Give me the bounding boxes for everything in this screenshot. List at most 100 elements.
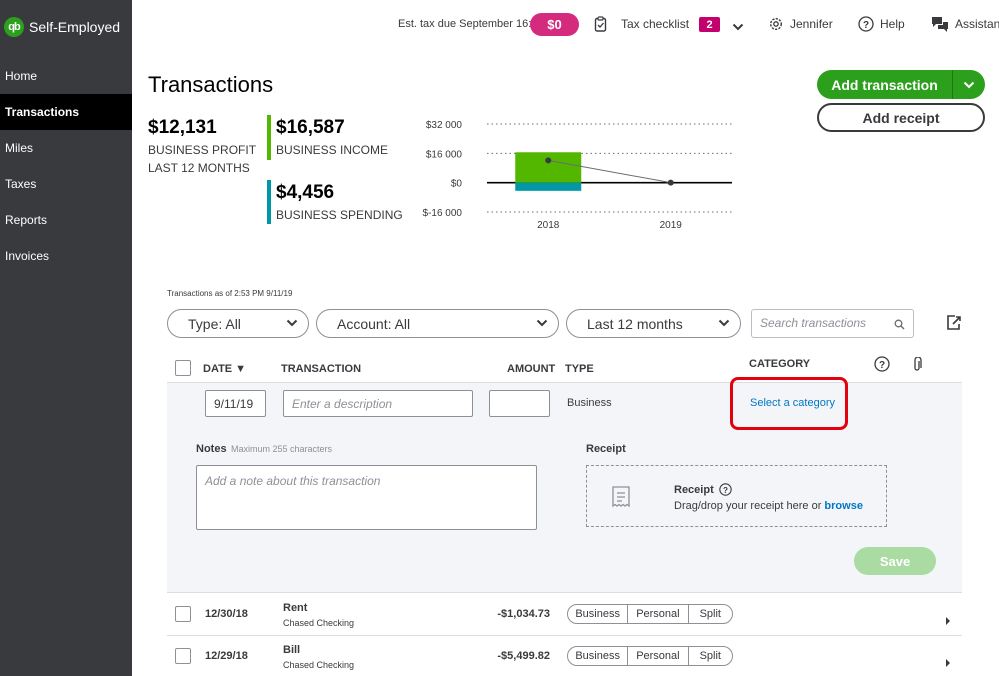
row-account: Chased Checking — [283, 660, 355, 670]
chart-ytick-label: $-16 000 — [423, 208, 463, 219]
svg-text:?: ? — [723, 486, 728, 495]
help-icon[interactable]: ? — [874, 356, 890, 377]
receipt-icon — [612, 486, 630, 508]
sidebar-item-home[interactable]: Home — [5, 69, 38, 83]
column-header-date[interactable]: DATE ▼ — [203, 363, 247, 375]
chart-profit-line — [548, 159, 671, 184]
help-label[interactable]: Help — [880, 17, 905, 31]
browse-link[interactable]: browse — [824, 500, 863, 512]
search-input[interactable] — [760, 310, 890, 336]
chevron-down-icon — [718, 319, 730, 327]
notes-textarea[interactable] — [196, 465, 537, 530]
account-filter[interactable]: Account: All — [316, 309, 559, 338]
clipboard-icon[interactable] — [594, 16, 607, 37]
sidebar: qb Self-Employed Home Transactions Miles… — [0, 0, 132, 676]
sidebar-item-transactions[interactable]: Transactions — [0, 94, 132, 130]
row-checkbox[interactable] — [175, 606, 191, 622]
add-transaction-button[interactable]: Add transaction — [817, 70, 952, 99]
segment-business[interactable]: Business — [568, 605, 629, 623]
add-receipt-button[interactable]: Add receipt — [817, 103, 985, 132]
column-header-category: CATEGORY — [749, 358, 811, 370]
page-title: Transactions — [148, 72, 274, 97]
brand[interactable]: qb Self-Employed — [4, 17, 120, 37]
segment-personal[interactable]: Personal — [628, 605, 689, 623]
segment-split[interactable]: Split — [699, 650, 721, 662]
row-divider — [167, 635, 962, 636]
receipt-drop-text: Drag/drop your receipt here or — [674, 500, 822, 512]
chart-profit-point — [667, 179, 674, 186]
receipt-dropzone[interactable]: Receipt ? Drag/drop your receipt here or… — [586, 465, 887, 527]
income-label: BUSINESS INCOME — [276, 143, 389, 157]
row-type-selector[interactable]: Business Personal Split — [567, 646, 733, 666]
chart-ytick-label: $0 — [451, 179, 463, 190]
chart-ytick-label: $32 000 — [426, 120, 463, 131]
row-checkbox[interactable] — [175, 648, 191, 664]
type-value[interactable]: Business — [567, 397, 612, 409]
row-amount: -$1,034.73 — [497, 608, 550, 620]
tax-due-badge[interactable]: $0 — [530, 13, 579, 36]
chevron-down-icon[interactable] — [732, 19, 744, 37]
segment-personal[interactable]: Personal — [628, 647, 689, 665]
tax-due-label: Est. tax due September 16: — [398, 18, 532, 30]
profit-value: $12,131 — [148, 117, 217, 138]
segment-split[interactable]: Split — [699, 608, 721, 620]
chat-icon[interactable] — [931, 16, 949, 37]
period-filter-value: Last 12 months — [587, 315, 683, 332]
row-type-selector[interactable]: Business Personal Split — [567, 604, 733, 624]
gear-icon[interactable] — [768, 16, 784, 37]
sidebar-item-invoices[interactable]: Invoices — [5, 249, 50, 263]
segment-business[interactable]: Business — [568, 647, 629, 665]
help-icon[interactable]: ? — [858, 16, 874, 37]
tax-checklist-count-badge: 2 — [699, 17, 720, 32]
sidebar-item-reports[interactable]: Reports — [5, 213, 48, 227]
save-button[interactable]: Save — [854, 547, 936, 575]
user-name[interactable]: Jennifer — [790, 17, 833, 31]
column-header-type: TYPE — [565, 363, 594, 375]
export-icon[interactable] — [945, 314, 963, 337]
account-filter-value: Account: All — [337, 315, 411, 332]
chart-bar — [515, 152, 582, 183]
sidebar-item-miles[interactable]: Miles — [5, 141, 34, 155]
attachment-icon — [912, 356, 922, 377]
type-filter[interactable]: Type: All — [167, 309, 309, 338]
search-icon[interactable] — [894, 319, 905, 330]
profit-label: BUSINESS PROFIT — [148, 143, 257, 157]
add-transaction-dropdown-button[interactable] — [952, 70, 985, 99]
chart-ytick-label: $16 000 — [426, 149, 463, 160]
chevron-down-icon — [536, 319, 548, 327]
row-date: 12/30/18 — [205, 608, 248, 620]
select-category-link[interactable]: Select a category — [750, 397, 835, 409]
income-value: $16,587 — [276, 117, 345, 138]
date-input[interactable] — [205, 390, 266, 417]
transactions-asof: Transactions as of 2:53 PM 9/11/19 — [167, 289, 293, 298]
help-icon[interactable]: ? — [719, 483, 732, 496]
brand-name: Self-Employed — [29, 19, 121, 35]
column-header-transaction: TRANSACTION — [281, 363, 362, 375]
chart-xtick-label: 2019 — [660, 220, 683, 231]
column-header-amount: AMOUNT — [507, 363, 556, 375]
select-all-checkbox[interactable] — [175, 360, 191, 376]
chevron-down-icon — [286, 319, 298, 327]
notes-hint: Maximum 255 characters — [231, 444, 333, 454]
row-date: 12/29/18 — [205, 650, 248, 662]
profit-period: LAST 12 MONTHS — [148, 161, 250, 175]
quickbooks-logo-icon: qb — [4, 17, 24, 37]
tax-checklist-label[interactable]: Tax checklist — [621, 17, 690, 31]
income-marker — [267, 115, 271, 160]
svg-text:?: ? — [879, 360, 885, 371]
row-amount: -$5,499.82 — [497, 650, 550, 662]
type-filter-value: Type: All — [188, 315, 241, 332]
search-box[interactable] — [751, 309, 914, 338]
svg-text:?: ? — [863, 20, 869, 31]
period-filter[interactable]: Last 12 months — [566, 309, 741, 338]
chevron-right-icon[interactable] — [945, 654, 951, 672]
row-account: Chased Checking — [283, 618, 355, 628]
chevron-right-icon[interactable] — [945, 612, 951, 630]
description-input[interactable] — [283, 390, 473, 417]
sidebar-item-taxes[interactable]: Taxes — [5, 177, 37, 191]
assistant-label[interactable]: Assistant — [955, 17, 999, 31]
receipt-label: Receipt — [586, 443, 626, 455]
spending-marker — [267, 180, 271, 224]
amount-input[interactable] — [489, 390, 550, 417]
chart-bar — [515, 182, 582, 191]
